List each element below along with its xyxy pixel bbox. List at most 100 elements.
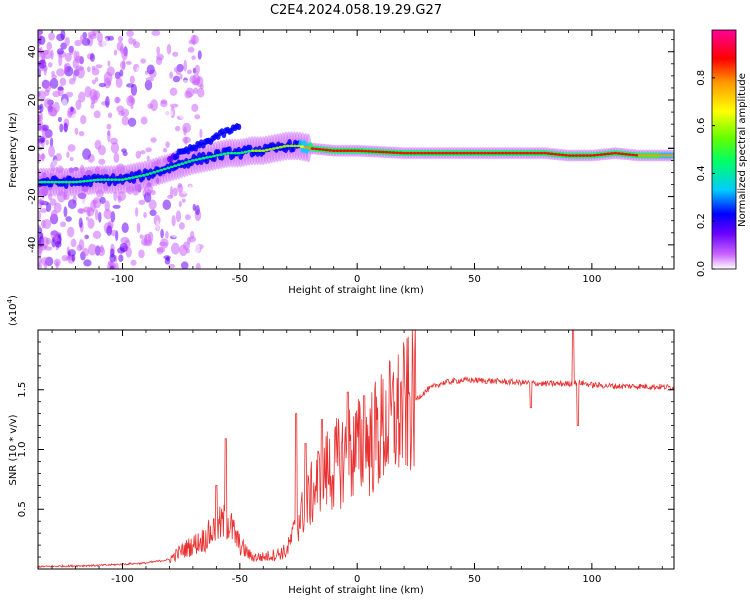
noise-speck [71, 113, 79, 120]
noise-speck [63, 63, 68, 73]
noise-speck [188, 184, 193, 194]
noise-speck [140, 116, 148, 125]
noise-speck [79, 34, 85, 43]
ridge-core [366, 150, 371, 153]
noise-speck [72, 71, 77, 82]
colorbar-tick-label: 0.2 [696, 213, 707, 229]
noise-speck [64, 52, 72, 62]
noise-speck [44, 80, 52, 93]
noise-speck [41, 124, 49, 131]
ridge-core [152, 171, 157, 174]
ridge-core [433, 151, 438, 155]
ridge-core [95, 178, 100, 182]
ridge-core [134, 175, 139, 179]
ridge-core [102, 178, 107, 181]
noise-speck [199, 128, 203, 139]
ridge-core [335, 149, 340, 153]
ridge-core [233, 151, 238, 155]
noise-speck [40, 257, 50, 266]
ridge-core [162, 167, 167, 171]
noise-speck [38, 153, 42, 164]
y-tick-label: 1.5 [17, 382, 28, 398]
noise-speck [91, 67, 100, 76]
noise-speck [41, 219, 46, 229]
ridge-core [468, 151, 473, 155]
noise-speck [87, 96, 92, 107]
ridge-core [511, 151, 516, 155]
ridge-core [296, 144, 301, 148]
noise-speck [55, 240, 62, 248]
x-tick-label: -50 [232, 574, 248, 585]
noise-speck [64, 36, 70, 47]
ridge-core [212, 154, 217, 158]
ridge-core [437, 151, 442, 155]
ridge-core [599, 153, 604, 156]
noise-speck [53, 258, 61, 267]
ridge-core [250, 149, 255, 153]
ridge-core [264, 148, 269, 152]
ridge-core [444, 151, 449, 155]
noise-speck [79, 199, 88, 205]
noise-speck [165, 256, 170, 262]
noise-speck [114, 97, 121, 104]
ridge-core [53, 180, 58, 184]
ridge-core [666, 154, 671, 157]
noise-speck [121, 222, 129, 234]
snr-x-axis-label: Height of straight line (km) [288, 585, 424, 596]
ridge-core [303, 146, 308, 149]
noise-speck [52, 159, 62, 168]
noise-speck [87, 31, 97, 38]
ridge-core [588, 154, 593, 157]
noise-speck [194, 64, 200, 75]
ridge-core [659, 154, 664, 157]
noise-speck [70, 106, 74, 112]
ridge-core [419, 151, 424, 155]
noise-speck [159, 238, 169, 249]
noise-speck [89, 53, 95, 62]
noise-speck [117, 195, 122, 203]
noise-speck [171, 242, 180, 255]
noise-speck [165, 231, 169, 239]
ridge-core [384, 150, 389, 154]
noise-speck [126, 30, 134, 37]
ridge-core [145, 173, 150, 176]
noise-speck [38, 35, 46, 45]
noise-speck [39, 137, 46, 143]
ridge-core [507, 151, 512, 155]
colorbar-tick-label: 0.8 [696, 70, 707, 86]
ridge-core [324, 148, 329, 152]
ridge-core [564, 153, 569, 157]
noise-speck [135, 150, 142, 159]
ridge-core [275, 146, 280, 150]
noise-speck [183, 32, 189, 40]
ridge-core [655, 154, 660, 157]
noise-speck [182, 79, 190, 86]
snr-y-scale-factor: (x104) [6, 295, 19, 326]
ridge-core [307, 146, 312, 150]
ridge-core [215, 153, 220, 157]
colorbar-tick-label: 0.6 [696, 118, 707, 134]
noise-speck [167, 194, 174, 199]
noise-speck [38, 59, 47, 69]
ridge-core [300, 145, 305, 148]
noise-speck [69, 156, 74, 162]
noise-speck [170, 186, 174, 198]
ridge-core [620, 152, 625, 156]
noise-speck [38, 114, 41, 125]
y-tick-label: -40 [27, 237, 38, 253]
ridge-core [124, 177, 129, 181]
ridge-core [454, 151, 459, 155]
noise-speck [59, 123, 64, 133]
noise-speck [47, 62, 53, 68]
noise-speck [95, 64, 103, 69]
ridge-core [557, 153, 562, 156]
x-tick-label: -100 [111, 574, 134, 585]
noise-speck [46, 42, 53, 51]
noise-speck [116, 41, 124, 52]
noise-speck [97, 246, 106, 257]
ridge-core [373, 150, 378, 153]
ridge-core [405, 151, 410, 155]
noise-speck [149, 209, 157, 217]
noise-speck [109, 253, 116, 263]
ridge-core [430, 151, 435, 155]
